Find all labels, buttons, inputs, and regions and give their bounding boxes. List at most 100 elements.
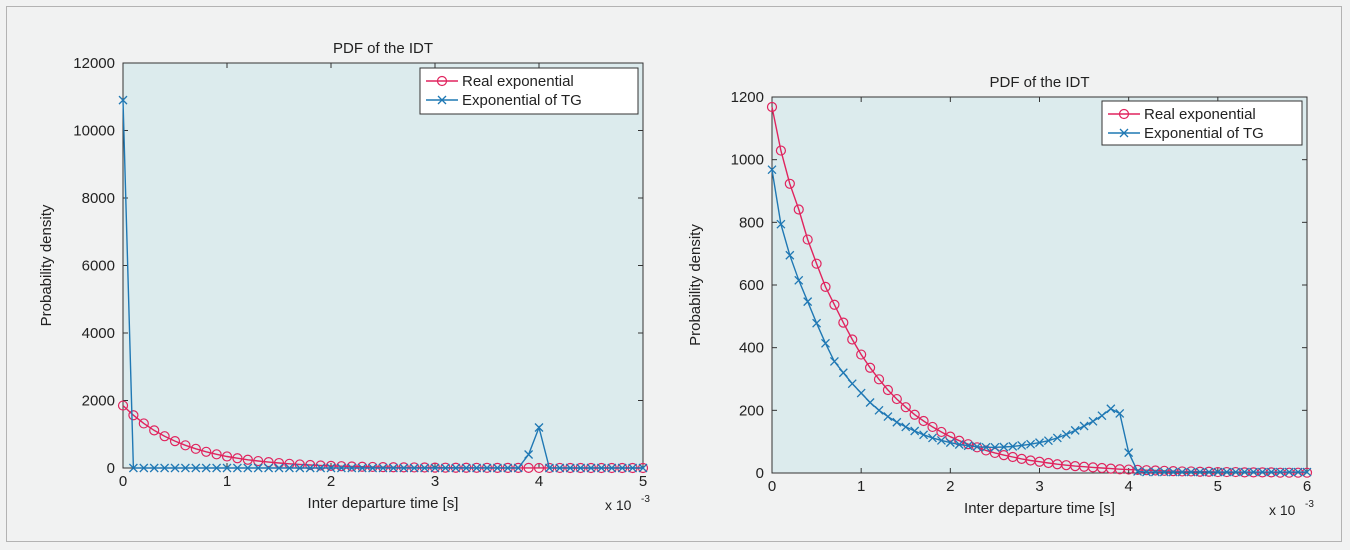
data-point-real-exponential <box>117 400 129 411</box>
legend-marker-circle <box>436 75 448 87</box>
y-tick-label: 12000 <box>73 55 115 72</box>
data-point-real-exponential <box>149 425 160 436</box>
data-point-exponential-of-tg <box>274 463 284 473</box>
data-point-exponential-of-tg <box>492 463 502 473</box>
data-point-exponential-of-tg <box>430 463 440 473</box>
data-point-exponential-of-tg <box>856 388 866 398</box>
y-tick-label: 4000 <box>82 325 115 342</box>
y-tick-label: 600 <box>739 277 764 294</box>
y-tick-label: 200 <box>739 402 764 419</box>
data-point-exponential-of-tg <box>1275 467 1285 477</box>
data-point-exponential-of-tg <box>963 441 973 451</box>
data-point-exponential-of-tg <box>243 463 253 473</box>
data-point-exponential-of-tg <box>1266 467 1276 477</box>
data-point-exponential-of-tg <box>264 463 274 473</box>
data-point-exponential-of-tg <box>1043 436 1053 446</box>
legend-label: Exponential of TG <box>462 92 582 109</box>
data-point-real-exponential <box>190 443 201 454</box>
data-point-real-exponential <box>820 281 831 292</box>
data-point-exponential-of-tg <box>378 463 388 473</box>
y-tick-label: 1000 <box>731 152 764 169</box>
data-point-exponential-of-tg <box>901 422 911 432</box>
data-point-exponential-of-tg <box>503 463 513 473</box>
chart-title: PDF of the IDT <box>989 74 1089 91</box>
data-point-real-exponential <box>221 451 233 462</box>
data-point-exponential-of-tg <box>128 463 138 473</box>
data-point-exponential-of-tg <box>534 423 544 432</box>
legend-label: Real exponential <box>462 73 574 90</box>
data-point-exponential-of-tg <box>1222 467 1232 477</box>
data-point-exponential-of-tg <box>1035 438 1044 448</box>
data-point-exponential-of-tg <box>1186 467 1196 477</box>
data-point-exponential-of-tg <box>865 398 875 407</box>
y-tick-label: 8000 <box>82 190 115 207</box>
data-point-exponential-of-tg <box>1249 467 1258 477</box>
data-point-real-exponential <box>169 436 181 447</box>
data-point-real-exponential <box>253 455 264 467</box>
data-point-real-exponential <box>377 461 389 473</box>
data-point-real-exponential <box>811 258 822 269</box>
data-point-exponential-of-tg <box>812 318 822 328</box>
data-point-exponential-of-tg <box>1017 440 1027 450</box>
data-point-exponential-of-tg <box>1052 433 1062 443</box>
data-point-real-exponential <box>159 431 170 442</box>
data-point-exponential-of-tg <box>794 275 804 285</box>
legend-marker-x <box>437 95 447 105</box>
data-point-exponential-of-tg <box>388 463 398 473</box>
data-point-exponential-of-tg <box>1204 467 1214 477</box>
data-point-exponential-of-tg <box>1070 425 1080 435</box>
data-point-exponential-of-tg <box>576 463 586 473</box>
legend-marker-x <box>1119 128 1129 138</box>
x-exponent-power: -3 <box>641 494 650 505</box>
data-point-exponential-of-tg <box>1097 411 1107 421</box>
data-point-exponential-of-tg <box>482 463 492 473</box>
x-tick-label: 0 <box>768 478 776 495</box>
legend-marker-circle <box>1118 108 1130 120</box>
data-point-real-exponential <box>263 457 274 468</box>
data-point-exponential-of-tg <box>1177 467 1187 477</box>
data-point-real-exponential <box>336 461 347 472</box>
data-point-real-exponential <box>201 446 212 457</box>
data-point-exponential-of-tg <box>232 463 242 473</box>
data-point-real-exponential <box>864 362 876 373</box>
data-point-exponential-of-tg <box>1240 467 1250 477</box>
data-point-exponential-of-tg <box>910 426 920 436</box>
x-exponent-label: x 10 <box>605 497 632 513</box>
data-point-exponential-of-tg <box>954 440 964 449</box>
data-point-real-exponential <box>128 410 139 421</box>
y-axis-label: Probability density <box>38 204 55 326</box>
data-point-real-exponential <box>784 178 795 189</box>
data-point-real-exponential <box>211 449 222 460</box>
x-tick-label: 6 <box>1303 478 1311 495</box>
data-point-real-exponential <box>523 462 534 473</box>
legend-box <box>1101 100 1303 146</box>
data-point-exponential-of-tg <box>357 463 367 473</box>
data-point-exponential-of-tg <box>990 442 1000 452</box>
data-point-exponential-of-tg <box>596 463 606 473</box>
x-tick-label: 5 <box>639 473 647 490</box>
data-point-exponential-of-tg <box>149 463 159 473</box>
data-point-real-exponential <box>305 459 316 471</box>
data-point-exponential-of-tg <box>420 463 430 473</box>
legend-label: Real exponential <box>1144 106 1256 123</box>
data-point-exponential-of-tg <box>180 463 190 473</box>
data-point-exponential-of-tg <box>838 368 848 378</box>
data-point-exponential-of-tg <box>513 463 523 473</box>
data-point-exponential-of-tg <box>1008 441 1018 451</box>
y-tick-label: 2000 <box>82 393 115 410</box>
legend-box <box>419 67 639 115</box>
x-tick-label: 0 <box>119 473 127 490</box>
y-tick-label: 10000 <box>73 123 115 140</box>
data-point-exponential-of-tg <box>928 433 937 443</box>
data-point-exponential-of-tg <box>1293 467 1303 477</box>
data-point-exponential-of-tg <box>305 463 315 473</box>
data-point-exponential-of-tg <box>170 463 180 473</box>
data-point-real-exponential <box>873 374 885 385</box>
data-point-real-exponential <box>793 204 804 215</box>
data-point-exponential-of-tg <box>883 412 893 422</box>
x-tick-label: 4 <box>1124 478 1132 495</box>
data-point-exponential-of-tg <box>767 165 777 175</box>
data-point-exponential-of-tg <box>919 430 929 440</box>
data-point-exponential-of-tg <box>461 463 471 473</box>
data-point-real-exponential <box>766 101 778 113</box>
